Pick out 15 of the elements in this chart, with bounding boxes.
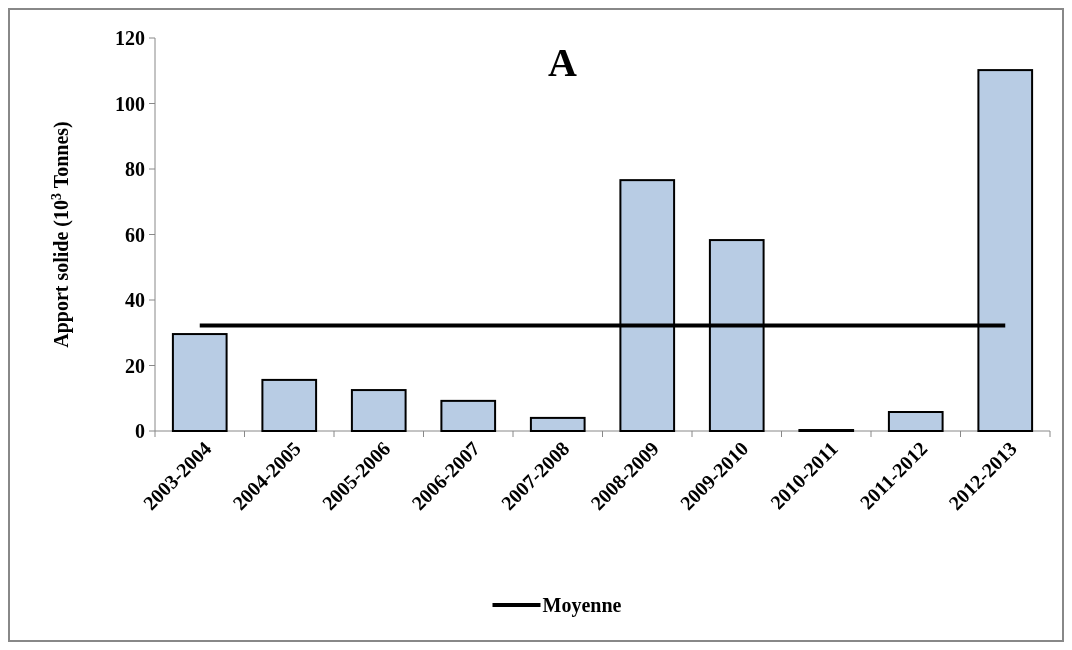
bar xyxy=(529,416,586,432)
chart-title: A xyxy=(548,40,578,85)
bar xyxy=(887,411,944,432)
bar xyxy=(171,333,228,432)
legend-label: Moyenne xyxy=(542,594,622,617)
y-tick-label: 60 xyxy=(125,223,145,246)
y-tick-label: 20 xyxy=(125,354,145,377)
y-tick-label: 120 xyxy=(115,27,145,49)
bar xyxy=(350,389,407,432)
bar xyxy=(440,399,497,432)
y-tick-label: 0 xyxy=(135,420,145,442)
y-tick-label: 100 xyxy=(115,92,145,115)
y-tick-label: 80 xyxy=(125,158,145,180)
y-tick-label: 40 xyxy=(125,289,145,311)
bar xyxy=(261,378,318,432)
